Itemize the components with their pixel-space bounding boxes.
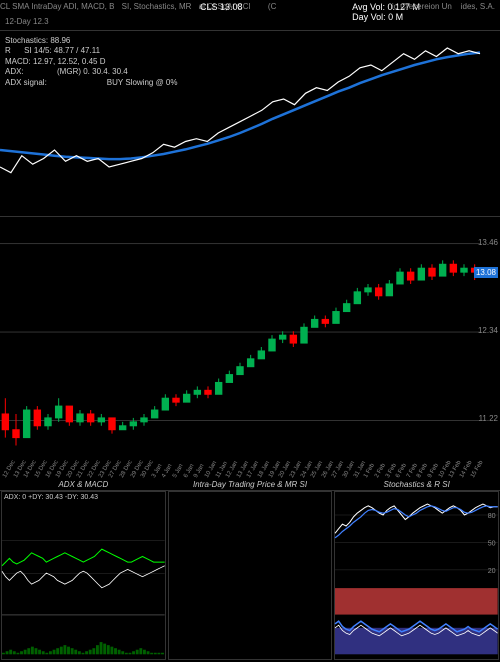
candlestick-chart [0,216,500,476]
adx-macd-panel: ADX & MACD ADX: 0 +DY: 30.43 -DY: 30.43 [1,491,166,660]
corp-info: io Crecereion Un ides, S.A. [392,2,495,11]
svg-text:50: 50 [488,539,496,547]
bottom-panels: ADX & MACD ADX: 0 +DY: 30.43 -DY: 30.43 … [0,490,500,660]
stochastics-panel: Stochastics & R SI 205080 [334,491,499,660]
price-line-chart [0,30,500,200]
svg-text:80: 80 [488,512,496,520]
intraday-panel: Intra-Day Trading Price & MR SI [168,491,333,660]
sma-label: 12-Day 12.3 [5,17,49,26]
cls-value: CLS 13.08 [200,2,243,12]
svg-text:20: 20 [488,567,496,575]
